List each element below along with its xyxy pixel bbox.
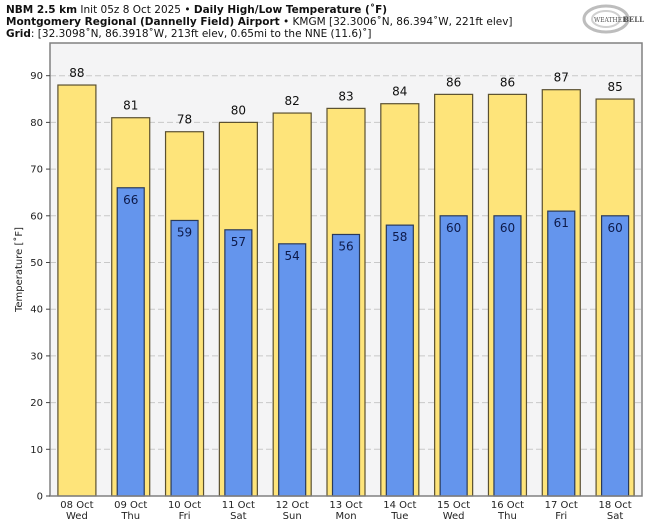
- x-tick-day: Thu: [497, 511, 517, 521]
- x-tick-date: 10 Oct: [168, 500, 201, 511]
- x-tick-day: Wed: [443, 511, 465, 521]
- low-value-label: 60: [607, 221, 622, 235]
- high-value-label: 81: [123, 99, 138, 113]
- x-tick-date: 16 Oct: [491, 500, 524, 511]
- x-tick-date: 09 Oct: [114, 500, 147, 511]
- low-bar: [439, 215, 468, 497]
- x-tick-date: 13 Oct: [329, 500, 362, 511]
- high-value-label: 85: [607, 80, 622, 94]
- low-bar: [547, 210, 576, 497]
- plot-frame: [49, 42, 643, 497]
- low-value-label: 54: [285, 249, 300, 263]
- station-name: Montgomery Regional (Dannelly Field) Air…: [6, 16, 280, 28]
- y-tick-label: 50: [30, 258, 43, 269]
- low-value-label: 56: [338, 239, 353, 253]
- high-value-label: 78: [177, 113, 192, 127]
- low-bar: [278, 243, 307, 497]
- low-bar: [385, 224, 414, 497]
- low-bar: [600, 215, 630, 497]
- x-tick-day: Tue: [390, 511, 408, 521]
- y-tick-label: 80: [30, 118, 43, 129]
- header-line-model: NBM 2.5 km Init 05z 8 Oct 2025 • Daily H…: [6, 4, 387, 16]
- x-tick-date: 11 Oct: [222, 500, 255, 511]
- station-info: KMGM [32.3006˚N, 86.394˚W, 221ft elev]: [292, 16, 513, 28]
- y-tick-label: 20: [30, 398, 43, 409]
- low-value-label: 58: [392, 230, 407, 244]
- x-tick-date: 15 Oct: [437, 500, 470, 511]
- low-value-label: 59: [177, 225, 192, 239]
- x-tick-date: 12 Oct: [276, 500, 309, 511]
- x-tick-date: 17 Oct: [545, 500, 578, 511]
- x-tick-date: 18 Oct: [598, 500, 631, 511]
- y-tick-label: 10: [30, 445, 43, 456]
- low-bar: [224, 229, 253, 497]
- y-axis: 0 10 20 30 40 50 60 70 80 90: [30, 71, 50, 503]
- x-tick-day: Mon: [335, 511, 356, 521]
- init-time: Init 05z 8 Oct 2025: [80, 4, 181, 16]
- x-tick-date: 08 Oct: [60, 500, 93, 511]
- weatherbell-swirl-logo-icon: [582, 4, 630, 34]
- header-line-grid: Grid: [32.3098˚N, 86.3918˚W, 213ft elev,…: [6, 28, 371, 40]
- y-tick-label: 60: [30, 211, 43, 222]
- grid-label: Grid: [6, 28, 31, 40]
- low-bar: [116, 187, 145, 497]
- high-value-label: 86: [446, 75, 461, 89]
- low-value-label: 57: [231, 235, 246, 249]
- high-value-label: 87: [554, 71, 569, 85]
- high-value-label: 80: [231, 103, 246, 117]
- low-value-label: 60: [500, 221, 515, 235]
- x-tick-day: Sat: [230, 511, 246, 521]
- separator: •: [279, 16, 293, 28]
- x-tick-day: Thu: [120, 511, 140, 521]
- y-axis-label: Temperature [˚F]: [13, 227, 25, 313]
- value-labels: 88 81 66 78 59 80 57 82 54 83 56 84 58 86 60 86 60 87 61 85…: [69, 66, 622, 263]
- logo-text-weather: WEATHER: [594, 17, 627, 24]
- x-tick-date: 14 Oct: [383, 500, 416, 511]
- logo-text-bell: BELL: [623, 15, 644, 24]
- low-bar: [331, 233, 361, 497]
- x-tick-day: Fri: [179, 511, 191, 521]
- bars: [57, 84, 635, 497]
- grid-info: : [32.3098˚N, 86.3918˚W, 213ft elev, 0.6…: [30, 28, 372, 40]
- y-tick-label: 30: [30, 351, 43, 362]
- separator: •: [181, 4, 194, 16]
- product-title: Daily High/Low Temperature (˚F): [193, 4, 388, 16]
- low-value-label: 66: [123, 193, 138, 207]
- y-tick-label: 90: [30, 71, 43, 82]
- model-name: NBM 2.5 km: [6, 4, 78, 16]
- low-value-label: 61: [554, 216, 569, 230]
- weatherbell-logo: WEATHER BELL: [582, 4, 644, 34]
- x-tick-day: Sun: [283, 511, 302, 521]
- y-tick-label: 0: [37, 492, 43, 503]
- x-tick-day: Wed: [66, 511, 88, 521]
- low-value-label: 60: [446, 221, 461, 235]
- high-bar: [57, 84, 97, 497]
- low-bar: [493, 215, 522, 497]
- high-value-label: 86: [500, 75, 515, 89]
- high-value-label: 82: [285, 94, 300, 108]
- high-value-label: 83: [338, 89, 353, 103]
- header-line-station: Montgomery Regional (Dannelly Field) Air…: [6, 16, 513, 28]
- y-tick-label: 70: [30, 165, 43, 176]
- y-tick-label: 40: [30, 305, 43, 316]
- high-value-label: 84: [392, 85, 407, 99]
- x-tick-day: Sat: [607, 511, 623, 521]
- low-bar: [170, 219, 199, 497]
- x-tick-day: Fri: [555, 511, 567, 521]
- high-value-label: 88: [69, 66, 84, 80]
